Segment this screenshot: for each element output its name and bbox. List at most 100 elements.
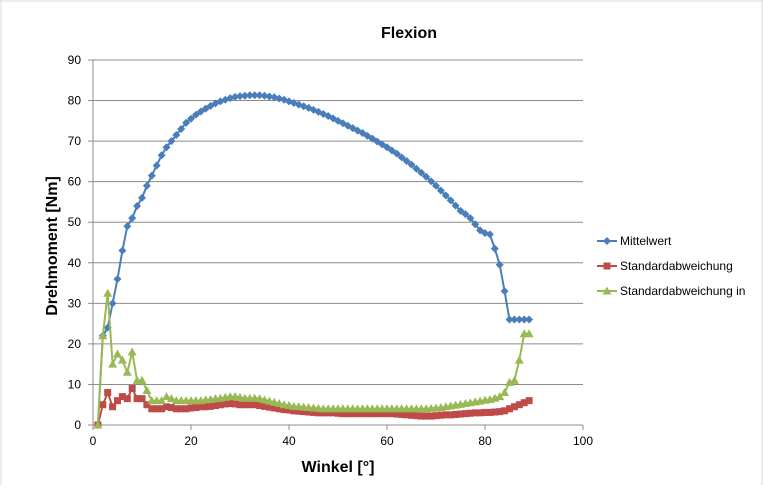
data-point bbox=[432, 412, 440, 420]
data-point bbox=[98, 331, 108, 340]
data-point bbox=[422, 172, 431, 181]
data-point bbox=[486, 408, 494, 416]
data-point bbox=[510, 315, 519, 324]
y-tick-label: 70 bbox=[68, 134, 82, 148]
y-tick-label: 20 bbox=[68, 337, 82, 351]
data-point bbox=[329, 409, 337, 417]
data-series bbox=[93, 91, 534, 429]
data-point bbox=[515, 401, 523, 409]
data-point bbox=[515, 315, 524, 324]
data-point bbox=[122, 367, 132, 376]
y-tick-labels: 0 10 20 30 40 50 60 70 80 90 bbox=[68, 53, 82, 432]
data-point bbox=[123, 222, 132, 231]
data-point bbox=[127, 347, 137, 356]
data-point bbox=[378, 410, 386, 418]
data-point bbox=[142, 181, 151, 190]
data-point bbox=[152, 161, 161, 170]
data-point bbox=[172, 405, 180, 413]
data-point bbox=[261, 402, 268, 410]
y-tick-label: 0 bbox=[74, 418, 81, 432]
data-point bbox=[143, 401, 151, 409]
data-point bbox=[133, 202, 142, 210]
data-point bbox=[251, 401, 259, 409]
data-point bbox=[441, 191, 450, 200]
data-point bbox=[407, 160, 416, 169]
data-point bbox=[471, 220, 480, 229]
data-point bbox=[137, 375, 147, 384]
y-axis-label: Drehmoment [Nm] bbox=[44, 176, 61, 316]
y-tick-label: 90 bbox=[68, 53, 82, 67]
data-point bbox=[285, 406, 293, 414]
data-point bbox=[108, 359, 118, 368]
data-point bbox=[157, 151, 166, 160]
data-point bbox=[221, 400, 229, 408]
data-point bbox=[432, 181, 440, 190]
y-tick-label: 10 bbox=[68, 377, 82, 391]
data-point bbox=[118, 393, 126, 401]
data-point bbox=[496, 408, 504, 416]
data-point bbox=[344, 410, 352, 418]
data-point bbox=[392, 149, 401, 158]
data-point bbox=[436, 186, 445, 195]
data-point bbox=[270, 404, 278, 412]
y-tick-label: 60 bbox=[68, 175, 82, 189]
data-point bbox=[319, 409, 327, 417]
data-point bbox=[280, 406, 288, 414]
x-tick-label: 80 bbox=[478, 434, 492, 448]
data-point bbox=[191, 110, 200, 119]
data-point bbox=[128, 385, 136, 392]
legend: Mittelwert Standardabweichung Standardabwe… bbox=[597, 234, 745, 298]
data-point bbox=[290, 407, 298, 415]
x-tick-label: 40 bbox=[282, 434, 296, 448]
data-point bbox=[157, 396, 167, 405]
data-point bbox=[305, 408, 313, 416]
data-point bbox=[525, 397, 533, 405]
data-point bbox=[481, 408, 489, 416]
data-point bbox=[167, 404, 175, 412]
data-point bbox=[412, 412, 420, 420]
data-point bbox=[167, 137, 176, 146]
y-tick-label: 40 bbox=[68, 256, 82, 270]
data-point bbox=[99, 401, 107, 409]
data-point bbox=[128, 214, 137, 223]
data-point bbox=[525, 315, 534, 324]
data-point bbox=[417, 168, 426, 177]
data-point bbox=[505, 377, 514, 386]
data-point bbox=[108, 299, 117, 308]
data-point bbox=[466, 409, 474, 417]
data-point bbox=[240, 91, 249, 100]
data-point bbox=[427, 177, 436, 186]
data-point bbox=[437, 411, 445, 419]
data-point bbox=[265, 403, 273, 411]
data-point bbox=[339, 410, 347, 418]
data-point bbox=[520, 315, 529, 324]
data-point bbox=[114, 397, 121, 405]
data-point bbox=[446, 196, 455, 205]
data-point bbox=[402, 156, 411, 165]
data-point bbox=[197, 403, 205, 411]
data-point bbox=[255, 91, 264, 100]
data-point bbox=[216, 401, 224, 409]
data-point bbox=[408, 411, 415, 419]
data-point bbox=[148, 405, 156, 413]
legend-label: Standardabweichung bbox=[620, 259, 733, 273]
data-point bbox=[147, 171, 156, 180]
x-tick-label: 60 bbox=[380, 434, 394, 448]
data-point bbox=[275, 405, 283, 413]
data-point bbox=[442, 411, 450, 419]
data-point bbox=[295, 407, 303, 415]
data-point bbox=[368, 410, 376, 418]
data-point bbox=[471, 409, 479, 417]
data-point bbox=[265, 92, 274, 101]
chart-title: Flexion bbox=[381, 25, 437, 42]
data-point bbox=[138, 395, 146, 403]
data-point bbox=[182, 405, 190, 413]
data-point bbox=[182, 118, 191, 127]
legend-label: Standardabweichung in bbox=[620, 284, 745, 298]
data-point bbox=[514, 355, 524, 364]
legend-item: Standardabweichung in bbox=[597, 284, 745, 298]
data-point bbox=[142, 386, 152, 395]
data-point bbox=[226, 400, 234, 408]
